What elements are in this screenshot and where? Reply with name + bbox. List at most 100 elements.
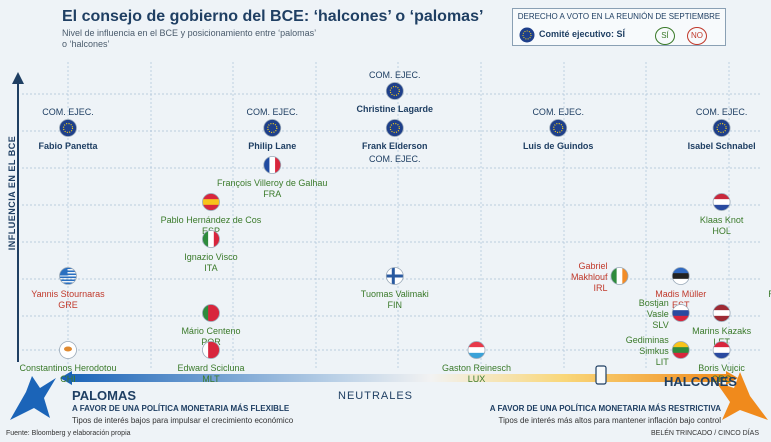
flag-ring — [671, 267, 690, 285]
member-name: Marins Kazaks — [692, 326, 752, 336]
flag-ring — [712, 341, 731, 359]
member-country: LIT — [656, 357, 670, 367]
gradient-arrow-right — [726, 371, 738, 385]
euro-marker-icon — [595, 365, 607, 385]
member-country: CHI — [60, 374, 76, 384]
flag-fra-icon — [263, 156, 281, 174]
flag-ring — [549, 119, 568, 137]
member-country: FIN — [388, 300, 403, 310]
member-name: Klaas Knot — [700, 215, 744, 225]
member-name: Luis de Guindos — [523, 141, 594, 151]
hawk-icon — [716, 372, 768, 420]
member-country: HOL — [712, 226, 731, 236]
member-name: Constantinos Herodotou — [19, 363, 116, 373]
flag-ita-icon — [202, 230, 220, 248]
legend: DERECHO A VOTO EN LA REUNIÓN DE SEPTIEMB… — [512, 8, 726, 46]
neutrales-label: NEUTRALES — [338, 390, 414, 402]
flag-ring — [671, 341, 690, 359]
legend-label: Comité ejecutivo: SÍ — [539, 29, 626, 39]
flag-ring — [202, 304, 220, 322]
member-country: CRO — [712, 374, 732, 384]
flag-ring — [263, 156, 282, 174]
member-name: Yannis Stournaras — [31, 289, 105, 299]
flag-ring — [712, 193, 731, 211]
y-axis-arrowhead — [12, 72, 24, 84]
flag-esp-icon — [202, 193, 220, 211]
member-country: SLV — [652, 320, 668, 330]
flag-cro-icon — [713, 341, 731, 359]
member-name: Vasle — [647, 309, 669, 319]
member-name: Christine Lagarde — [357, 104, 434, 114]
halcones-subtitle: A FAVOR DE UNA POLÍTICA MONETARIA MÁS RE… — [489, 404, 721, 413]
member-name: Fabio Panetta — [38, 141, 98, 151]
member-country: LUX — [468, 374, 486, 384]
legend-title: DERECHO A VOTO EN LA REUNIÓN DE SEPTIEMB… — [517, 12, 721, 21]
member-name: Frank Elderson — [362, 141, 428, 151]
flag-hol-icon — [713, 193, 731, 211]
eu-flag-icon — [519, 27, 535, 43]
flag-ring — [385, 267, 404, 285]
halcones-description: Tipos de interés más altos para mantener… — [498, 416, 722, 425]
flag-fin-icon — [386, 267, 404, 285]
palomas-description: Tipos de interés bajos para impulsar el … — [72, 416, 294, 425]
flag-por-icon — [202, 304, 220, 322]
member-country: GRE — [58, 300, 78, 310]
flag-ring — [712, 119, 731, 137]
member-country: IRL — [593, 283, 607, 293]
flag-lit-icon — [672, 341, 690, 359]
flag-ring — [263, 119, 282, 137]
member-country: ITA — [204, 263, 217, 273]
flag-chi-icon — [59, 341, 77, 359]
flag-ring — [467, 341, 486, 359]
flag-gre-icon — [59, 267, 77, 284]
gradient-arrow-left — [60, 371, 72, 385]
member-tag: COM. EJEC. — [369, 154, 421, 164]
flag-ring — [712, 304, 731, 322]
legend-row: Comité ejecutivo: SÍ SÍ NO — [519, 27, 719, 45]
member-country: FRA — [263, 189, 281, 199]
position-gradient-bar — [68, 374, 728, 382]
flag-ring — [202, 230, 220, 248]
member-name: Gediminas — [626, 335, 670, 345]
member-name: François Villeroy de Galhau — [217, 178, 327, 188]
flag-ring — [385, 82, 404, 100]
flag-est-icon — [672, 267, 690, 285]
flag-mlt-icon — [202, 341, 220, 359]
flag-lux-icon — [468, 341, 485, 359]
flag-slv-icon — [672, 304, 690, 322]
member-name: Ignazio Visco — [184, 252, 237, 262]
chart-title: El consejo de gobierno del BCE: ‘halcone… — [62, 8, 484, 25]
source-note: Fuente: Bloomberg y elaboración propia — [6, 430, 131, 437]
member-tag: COM. EJEC. — [42, 107, 94, 117]
member-name: Edward Scicluna — [177, 363, 244, 373]
flag-ring — [59, 341, 77, 359]
credit-note: BELÉN TRINCADO / CINCO DÍAS — [651, 430, 760, 437]
member-name: Robert Holzmann — [768, 289, 771, 299]
member-name: Madis Müller — [655, 289, 706, 299]
flag-ring — [202, 193, 220, 211]
flag-ring — [59, 119, 77, 137]
member-country: MLT — [202, 374, 220, 384]
flag-ring — [610, 267, 629, 285]
member-name: Boris Vujcic — [698, 363, 745, 373]
flag-eu-icon — [386, 119, 404, 137]
flag-let-icon — [713, 304, 731, 322]
member-name: Gabriel — [578, 261, 607, 271]
chart-subtitle: Nivel de influencia en el BCE y posicion… — [62, 28, 316, 49]
member-name: Simkus — [639, 346, 669, 356]
flag-irl-icon — [610, 267, 628, 285]
palomas-label: PALOMAS — [72, 388, 137, 403]
flag-ring — [671, 304, 690, 322]
flag-eu-icon — [713, 119, 731, 137]
member-name: Bostjan — [639, 298, 669, 308]
dove-icon — [10, 376, 56, 420]
flag-eu-icon — [263, 119, 281, 137]
member-name: Philip Lane — [248, 141, 296, 151]
member-name: Isabel Schnabel — [688, 141, 756, 151]
flag-eu-icon — [386, 82, 404, 100]
flag-eu-icon — [59, 119, 77, 137]
flag-ring — [385, 119, 404, 137]
flag-ring — [59, 267, 77, 285]
halcones-label: HALCONES — [664, 374, 737, 389]
